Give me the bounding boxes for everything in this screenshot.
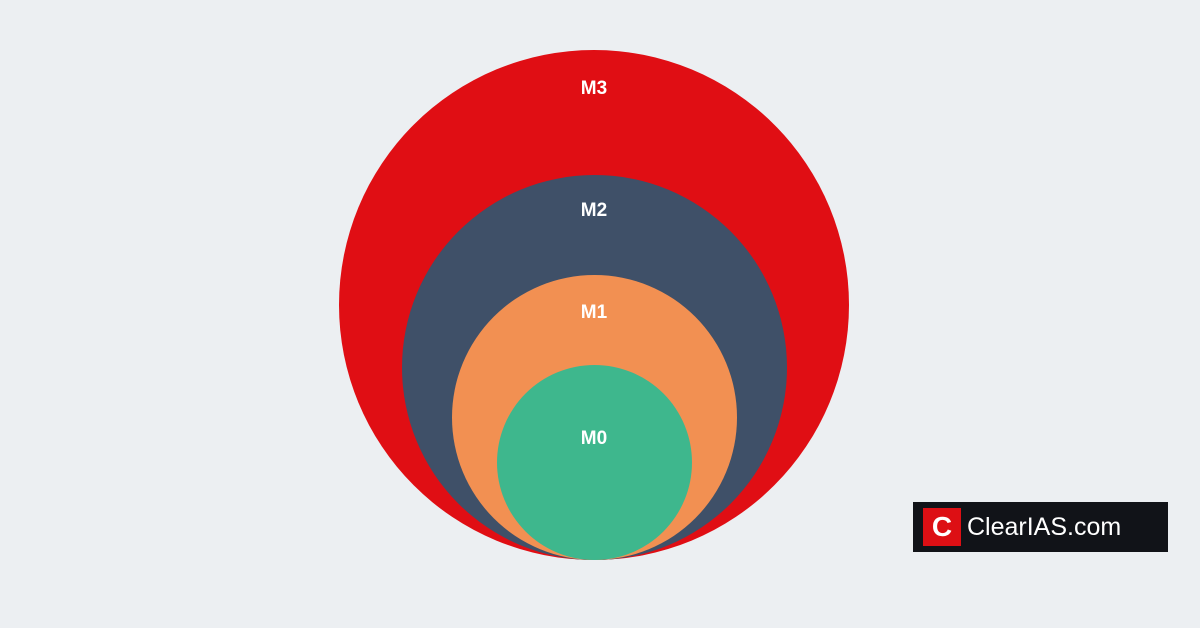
logo-c-icon: C (923, 508, 961, 546)
circle-label-m3: M3 (581, 78, 607, 100)
logo-box: C ClearIAS.com (913, 502, 1168, 552)
circle-m0 (497, 365, 692, 560)
logo-text: ClearIAS.com (967, 513, 1121, 542)
circle-label-m0: M0 (581, 428, 607, 450)
circle-label-m2: M2 (581, 200, 607, 222)
circle-label-m1: M1 (581, 302, 607, 324)
